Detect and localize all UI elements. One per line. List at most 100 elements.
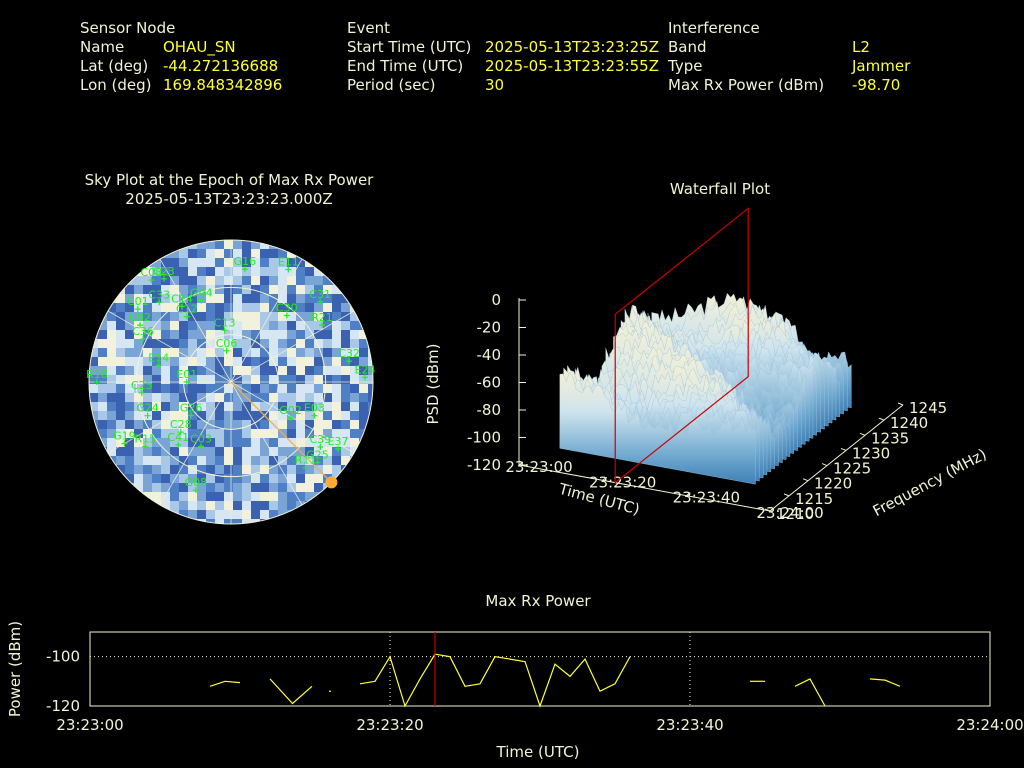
skyplot-cell bbox=[161, 411, 170, 420]
satellite-marker bbox=[137, 322, 144, 329]
skyplot-cell bbox=[242, 321, 251, 330]
sensor-node-heading: Sensor Node bbox=[80, 19, 176, 37]
satellite-marker bbox=[93, 379, 100, 385]
skyplot-cell bbox=[188, 330, 197, 339]
skyplot-cell bbox=[116, 366, 125, 375]
skyplot-azimuth-line bbox=[159, 258, 232, 383]
skyplot-cell bbox=[305, 411, 314, 420]
skyplot-cell bbox=[170, 501, 179, 510]
skyplot-cell bbox=[143, 312, 152, 321]
skyplot-cell bbox=[98, 465, 107, 474]
waterfall-freq-tick bbox=[878, 417, 885, 421]
skyplot-cell bbox=[341, 501, 350, 510]
skyplot-cell bbox=[170, 294, 179, 303]
skyplot-cell bbox=[143, 240, 152, 249]
skyplot-cell bbox=[143, 483, 152, 492]
skyplot-cell bbox=[107, 519, 116, 524]
skyplot-cell bbox=[296, 420, 305, 429]
skyplot-cell bbox=[170, 348, 179, 357]
skyplot-cell bbox=[332, 357, 341, 366]
skyplot-cell bbox=[215, 465, 224, 474]
skyplot-cell bbox=[107, 258, 116, 267]
skyplot-cell bbox=[296, 366, 305, 375]
skyplot-cell bbox=[233, 501, 242, 510]
skyplot-cell bbox=[233, 294, 242, 303]
skyplot-cell bbox=[350, 267, 359, 276]
skyplot-cell bbox=[116, 492, 125, 501]
skyplot-cell bbox=[206, 447, 215, 456]
skyplot-cell bbox=[224, 339, 233, 348]
skyplot-cell bbox=[233, 267, 242, 276]
skyplot-cell bbox=[116, 321, 125, 330]
skyplot-cell bbox=[323, 492, 332, 501]
skyplot-cell bbox=[179, 483, 188, 492]
skyplot-cell bbox=[107, 348, 116, 357]
skyplot-cell bbox=[188, 393, 197, 402]
skyplot-cell bbox=[224, 492, 233, 501]
skyplot-cell bbox=[269, 366, 278, 375]
skyplot-cell bbox=[107, 294, 116, 303]
skyplot-cell bbox=[215, 483, 224, 492]
skyplot-cell bbox=[269, 258, 278, 267]
skyplot-cell bbox=[188, 294, 197, 303]
skyplot-cell bbox=[224, 393, 233, 402]
skyplot-cell bbox=[188, 303, 197, 312]
waterfall-freq-tick-label: 1215 bbox=[795, 490, 833, 508]
skyplot-cell bbox=[314, 519, 323, 524]
skyplot-cell bbox=[143, 321, 152, 330]
skyplot-cell bbox=[179, 402, 188, 411]
skyplot-cell bbox=[323, 312, 332, 321]
skyplot-cell bbox=[251, 285, 260, 294]
skyplot-cell bbox=[251, 465, 260, 474]
skyplot-cell bbox=[152, 276, 161, 285]
skyplot-cell bbox=[305, 240, 314, 249]
skyplot-cell bbox=[215, 420, 224, 429]
skyplot-cell bbox=[125, 312, 134, 321]
power-series-segment bbox=[359, 653, 631, 708]
skyplot-cell bbox=[89, 393, 98, 402]
skyplot-cell bbox=[359, 267, 368, 276]
skyplot-cell bbox=[161, 303, 170, 312]
skyplot-cell bbox=[287, 519, 296, 524]
skyplot-cell bbox=[368, 321, 373, 330]
skyplot-cell bbox=[332, 267, 341, 276]
skyplot-cell bbox=[341, 339, 350, 348]
satellite-label: E14 bbox=[148, 351, 169, 364]
power-title: Max Rx Power bbox=[485, 592, 591, 610]
satellite-marker bbox=[138, 389, 145, 396]
skyplot-cell bbox=[350, 510, 359, 519]
skyplot-cell bbox=[314, 456, 323, 465]
skyplot-cell bbox=[350, 411, 359, 420]
skyplot-cell bbox=[251, 366, 260, 375]
skyplot-cell bbox=[170, 393, 179, 402]
skyplot-cell bbox=[323, 519, 332, 524]
skyplot-cell bbox=[350, 294, 359, 303]
skyplot-cell bbox=[170, 330, 179, 339]
skyplot-cell bbox=[323, 294, 332, 303]
sensor-lat-value: -44.272136688 bbox=[163, 57, 279, 75]
skyplot-cell bbox=[287, 402, 296, 411]
skyplot-cell bbox=[215, 501, 224, 510]
skyplot-cell bbox=[206, 456, 215, 465]
skyplot-cell bbox=[341, 420, 350, 429]
power-series-segment bbox=[209, 680, 241, 687]
skyplot-cell bbox=[368, 510, 373, 519]
skyplot-cell bbox=[314, 429, 323, 438]
skyplot-cell bbox=[251, 240, 260, 249]
interference-band-label: Band bbox=[668, 38, 707, 56]
skyplot-cell bbox=[89, 276, 98, 285]
skyplot-cell bbox=[98, 303, 107, 312]
skyplot-cell bbox=[287, 384, 296, 393]
skyplot-cell bbox=[152, 420, 161, 429]
skyplot-cell bbox=[107, 483, 116, 492]
skyplot-cell bbox=[359, 384, 368, 393]
skyplot-cell bbox=[188, 249, 197, 258]
skyplot-cell bbox=[287, 267, 296, 276]
waterfall-time-tick bbox=[518, 461, 524, 466]
skyplot-cell bbox=[116, 303, 125, 312]
skyplot-cell bbox=[134, 348, 143, 357]
skyplot-cell bbox=[143, 456, 152, 465]
skyplot-cell bbox=[359, 357, 368, 366]
skyplot-cell bbox=[143, 447, 152, 456]
skyplot-cell bbox=[125, 375, 134, 384]
